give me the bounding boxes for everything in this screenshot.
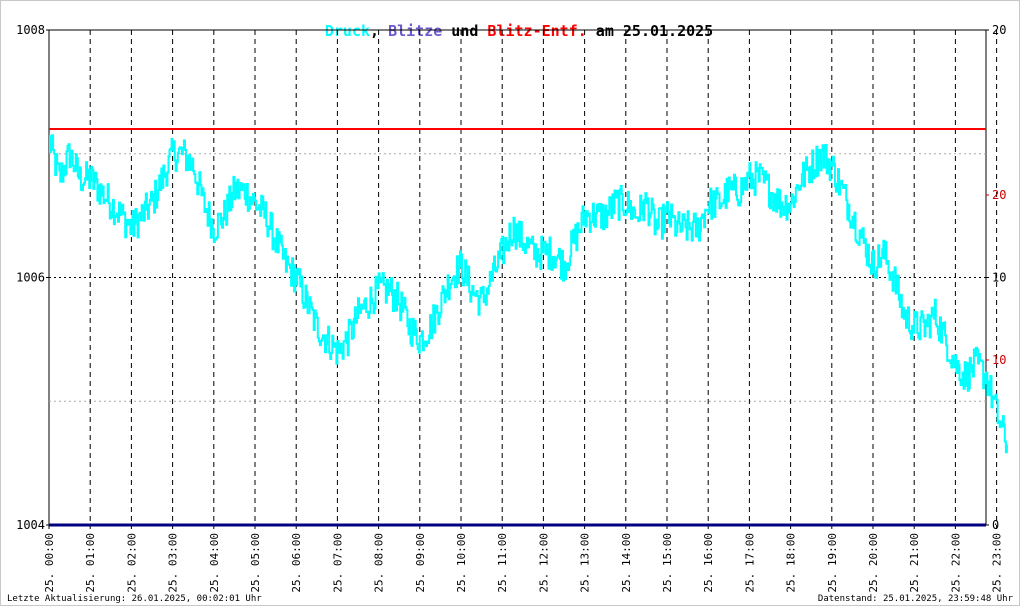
x-tick-label: 25. 22:00 <box>949 533 962 593</box>
x-tick-label: 25. 10:00 <box>455 533 468 593</box>
x-tick-label: 25. 18:00 <box>785 533 798 593</box>
y-left-tick-label: 1008 <box>16 23 45 37</box>
x-tick-label: 25. 04:00 <box>208 533 221 593</box>
x-tick-label: 25. 07:00 <box>331 533 344 593</box>
x-tick-label: 25. 02:00 <box>125 533 138 593</box>
title-part-blitze: Blitze <box>388 22 443 40</box>
title-part-sep1: , <box>370 22 389 40</box>
chart-title: Druck, Blitze und Blitz-Entf. am 25.01.2… <box>0 4 1020 40</box>
x-tick-label: 25. 12:00 <box>537 533 550 593</box>
footer-last-update: Letzte Aktualisierung: 26.01.2025, 00:02… <box>7 594 262 604</box>
title-part-blitz-entf: Blitz-Entf. <box>487 22 587 40</box>
title-part-druck: Druck <box>324 22 371 40</box>
x-tick-label: 25. 20:00 <box>867 533 880 593</box>
x-tick-label: 25. 03:00 <box>167 533 180 593</box>
x-tick-label: 25. 08:00 <box>373 533 386 593</box>
x-tick-label: 25. 19:00 <box>826 533 839 593</box>
title-part-date: am 25.01.2025 <box>586 22 714 40</box>
x-tick-label: 25. 23:00 <box>991 533 1004 593</box>
x-tick-label: 25. 17:00 <box>743 533 756 593</box>
x-tick-label: 25. 09:00 <box>414 533 427 593</box>
y-right-tick-label: 20 <box>992 23 1006 37</box>
x-tick-label: 25. 06:00 <box>290 533 303 593</box>
x-tick-label: 25. 15:00 <box>661 533 674 593</box>
y-right-tick-label: 0 <box>992 518 999 532</box>
x-tick-label: 25. 13:00 <box>579 533 592 593</box>
x-tick-label: 25. 05:00 <box>249 533 262 593</box>
y-left-tick-label: 1004 <box>16 518 45 532</box>
series-druck-line <box>49 134 1008 454</box>
y-right-red-tick-label: 20 <box>992 188 1006 202</box>
footer-data-status: Datenstand: 25.01.2025, 23:59:48 Uhr <box>817 594 1013 604</box>
x-tick-label: 25. 21:00 <box>908 533 921 593</box>
y-right-tick-label: 10 <box>992 271 1006 285</box>
x-tick-label: 25. 11:00 <box>496 533 509 593</box>
title-part-und: und <box>442 22 488 40</box>
y-left-tick-label: 1006 <box>16 271 45 285</box>
x-tick-label: 25. 14:00 <box>620 533 633 593</box>
y-right-red-tick-label: 10 <box>992 353 1006 367</box>
x-tick-label: 25. 01:00 <box>84 533 97 593</box>
x-tick-label: 25. 00:00 <box>43 533 56 593</box>
x-tick-label: 25. 16:00 <box>702 533 715 593</box>
